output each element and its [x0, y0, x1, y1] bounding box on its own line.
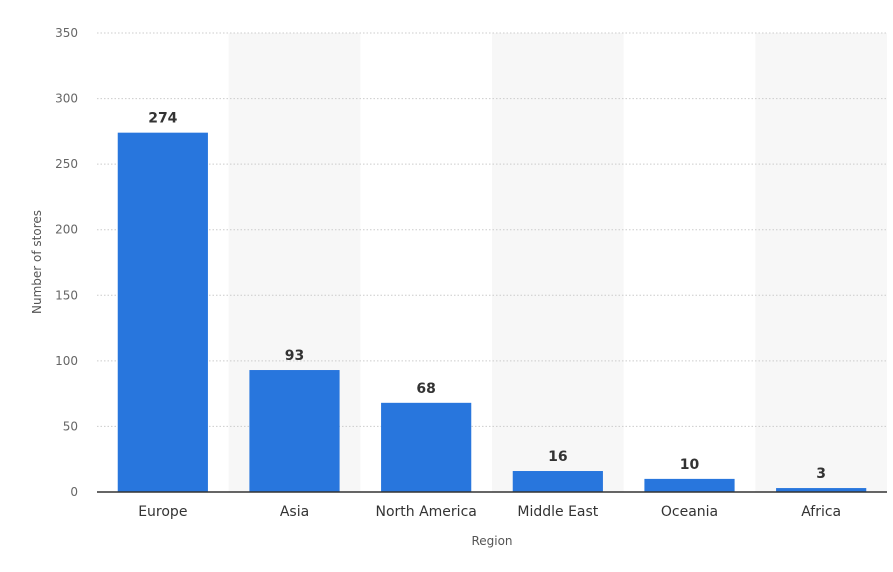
x-tick-label: Middle East: [517, 504, 598, 520]
category-band: [755, 33, 887, 492]
data-label: 10: [680, 457, 700, 473]
bar: [776, 488, 867, 492]
x-axis-title: Region: [471, 534, 512, 548]
y-tick-label: 300: [55, 92, 78, 106]
category-band: [492, 33, 624, 492]
y-tick-label: 250: [55, 157, 78, 171]
category-bands: [228, 33, 887, 492]
bar: [117, 132, 208, 492]
bar: [381, 402, 472, 492]
y-tick-label: 150: [55, 288, 78, 302]
y-tick-label: 50: [63, 419, 78, 433]
data-label: 16: [548, 449, 567, 465]
gridlines: [97, 32, 887, 427]
y-tick-label: 0: [70, 485, 78, 499]
x-tick-label: Asia: [280, 504, 309, 520]
x-axis-ticks: Europe Asia North America Middle East Oceani…: [138, 504, 841, 520]
data-label: 93: [285, 348, 304, 364]
data-label: 3: [816, 466, 826, 482]
y-axis-title: Number of stores: [30, 210, 44, 314]
x-tick-label: Oceania: [661, 504, 718, 520]
x-tick-label: North America: [375, 504, 476, 520]
x-tick-label: Europe: [138, 504, 187, 520]
y-tick-label: 350: [55, 26, 78, 40]
y-tick-label: 100: [55, 354, 78, 368]
data-label: 274: [148, 111, 177, 127]
data-label: 68: [416, 381, 435, 397]
bar: [644, 478, 735, 492]
value-labels: 274 93 68 16 10 3: [148, 111, 826, 482]
bar: [512, 471, 603, 492]
y-axis-ticks: 0 50 100 150 200 250 300 350: [55, 26, 78, 499]
y-tick-label: 200: [55, 223, 78, 237]
bar: [249, 370, 340, 492]
bars: [117, 132, 867, 492]
x-tick-label: Africa: [801, 504, 841, 520]
